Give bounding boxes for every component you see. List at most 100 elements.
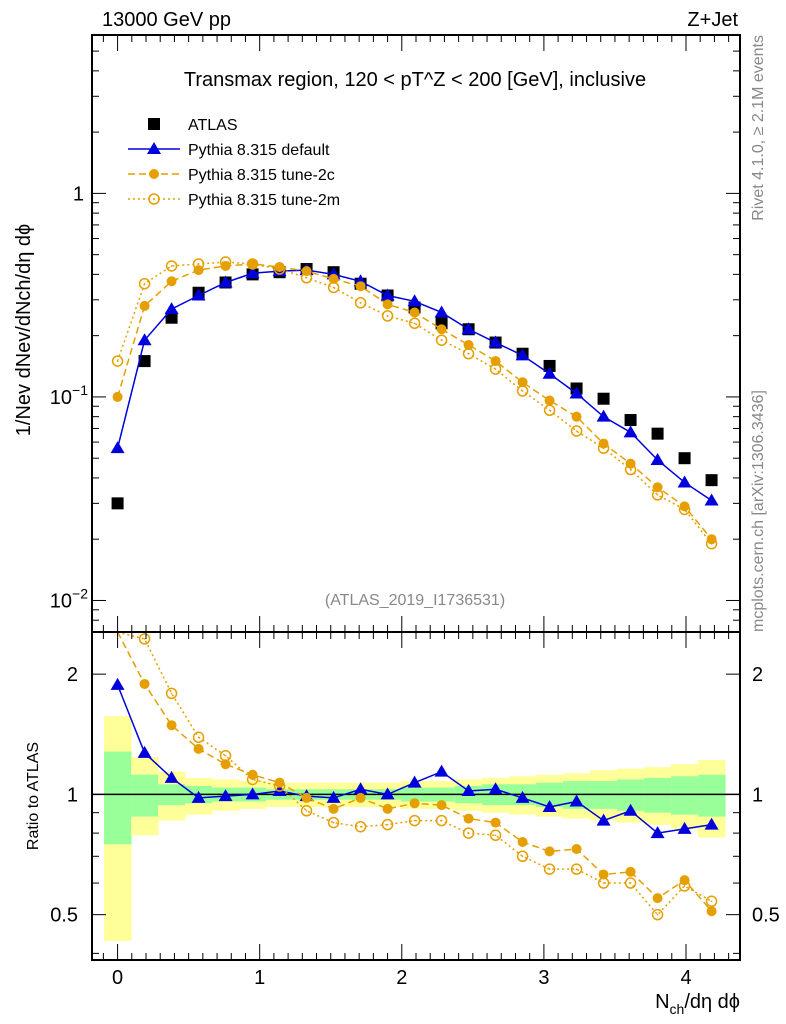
open-circle-dot — [305, 276, 308, 279]
open-circle — [327, 281, 340, 294]
data-point — [300, 805, 313, 817]
open-circle-dot — [710, 900, 713, 903]
open-circle — [300, 272, 313, 284]
data-point — [704, 493, 719, 506]
data-point — [218, 789, 233, 802]
data-point — [273, 780, 286, 792]
data-point — [355, 281, 366, 292]
data-point — [407, 775, 422, 788]
open-circle — [651, 489, 664, 501]
data-point — [354, 820, 367, 833]
ratio-plot-marks — [92, 631, 740, 921]
data-point — [542, 366, 557, 379]
data-point — [543, 863, 556, 875]
data-point — [191, 790, 206, 803]
open-circle-dot — [413, 322, 416, 325]
green-band-bin — [131, 774, 159, 817]
data-point — [571, 411, 582, 422]
data-point — [678, 503, 691, 516]
data-point — [219, 256, 232, 268]
data-point — [409, 307, 420, 318]
open-circle — [543, 404, 556, 417]
data-point — [139, 678, 150, 689]
open-circle — [678, 880, 691, 892]
data-point — [569, 386, 584, 399]
data-point — [597, 442, 610, 454]
green-band-bin — [698, 774, 726, 817]
data-point — [408, 814, 421, 827]
open-circle-dot — [683, 508, 686, 511]
open-circle-dot — [143, 638, 146, 640]
open-circle-dot — [548, 868, 551, 870]
data-point — [112, 391, 123, 402]
ratio-y-tick-label-right: 0.5 — [752, 905, 780, 927]
x-tick-label: 4 — [680, 967, 691, 989]
open-circle-dot — [197, 263, 200, 265]
data-point — [274, 777, 285, 788]
data-point — [652, 482, 663, 493]
open-circle — [111, 355, 124, 367]
y-axis-label: 1/Nev dNev/dNch/dη dϕ — [13, 224, 35, 436]
data-point — [111, 497, 124, 510]
data-point — [380, 787, 395, 800]
analysis-id: (ATLAS_2019_I1736531) — [325, 592, 505, 609]
data-point — [704, 817, 719, 830]
data-point — [382, 299, 393, 310]
open-circle — [705, 895, 718, 908]
data-point — [219, 749, 232, 762]
open-circle — [462, 827, 475, 839]
data-point — [650, 826, 665, 839]
data-point — [381, 818, 394, 831]
data-point — [353, 782, 368, 795]
data-point — [407, 294, 422, 307]
data-point — [245, 787, 260, 800]
data-point — [463, 339, 474, 350]
open-circle-dot — [224, 754, 227, 757]
open-circle — [219, 749, 232, 762]
open-circle — [138, 277, 151, 290]
data-point — [623, 425, 638, 438]
open-circle-dot — [467, 832, 470, 834]
open-circle-dot — [197, 736, 200, 739]
data-point — [463, 813, 474, 824]
data-point — [138, 355, 151, 368]
legend-item: Pythia 8.315 default — [128, 142, 330, 159]
open-circle-dot — [224, 261, 227, 263]
data-point — [517, 377, 528, 388]
data-point — [164, 770, 179, 783]
data-point — [651, 427, 664, 440]
data-point — [678, 880, 691, 892]
data-point — [678, 452, 691, 465]
ratio-y-tick-label-right: 2 — [752, 664, 763, 686]
data-point — [489, 829, 502, 842]
open-circle-dot — [386, 823, 389, 826]
data-point — [166, 720, 177, 731]
open-circle-dot — [575, 868, 578, 870]
open-circle — [354, 820, 367, 833]
axes: 1 10−1 10−2 2 2 1 1 0.5 0.5 0 1 2 3 4 — [50, 34, 780, 989]
open-circle — [408, 814, 421, 827]
ratio-y-axis-label: Ratio to ATLAS — [25, 742, 42, 850]
open-circle-dot — [170, 265, 173, 267]
open-circle — [148, 193, 160, 205]
data-point — [705, 895, 718, 908]
open-circle-dot — [386, 315, 389, 317]
legend-marker — [148, 193, 160, 205]
open-circle-dot — [170, 692, 173, 695]
data-point — [679, 875, 690, 886]
x-tick-label: 1 — [254, 967, 265, 989]
open-circle — [192, 731, 205, 744]
data-point — [110, 677, 125, 690]
open-circle-dot — [143, 282, 146, 285]
open-circle-dot — [251, 263, 254, 265]
open-circle-dot — [116, 360, 119, 362]
data-point — [382, 803, 393, 814]
data-point — [515, 348, 530, 361]
legend-marker — [147, 142, 161, 154]
mcplots-label: mcplots.cern.ch [arXiv:1306.3436] — [750, 390, 767, 632]
open-circle-dot — [656, 913, 659, 916]
open-circle-dot — [575, 430, 578, 432]
data-point — [516, 850, 529, 863]
data-point — [137, 333, 152, 346]
data-point — [651, 908, 664, 921]
